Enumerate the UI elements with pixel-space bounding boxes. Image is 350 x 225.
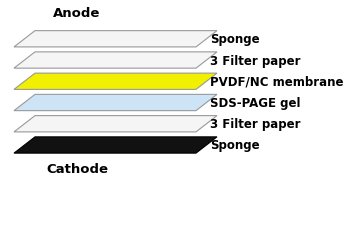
Text: 3 Filter paper: 3 Filter paper — [210, 54, 301, 67]
Text: Sponge: Sponge — [210, 33, 260, 46]
Polygon shape — [14, 137, 217, 153]
Text: Sponge: Sponge — [210, 139, 260, 152]
Text: 3 Filter paper: 3 Filter paper — [210, 118, 301, 131]
Polygon shape — [14, 74, 217, 90]
Text: SDS-PAGE gel: SDS-PAGE gel — [210, 97, 301, 110]
Polygon shape — [14, 116, 217, 132]
Polygon shape — [14, 53, 217, 69]
Text: Cathode: Cathode — [46, 162, 108, 176]
Text: Anode: Anode — [53, 7, 101, 20]
Text: PVDF/NC membrane: PVDF/NC membrane — [210, 75, 343, 88]
Polygon shape — [14, 95, 217, 111]
Polygon shape — [14, 32, 217, 48]
